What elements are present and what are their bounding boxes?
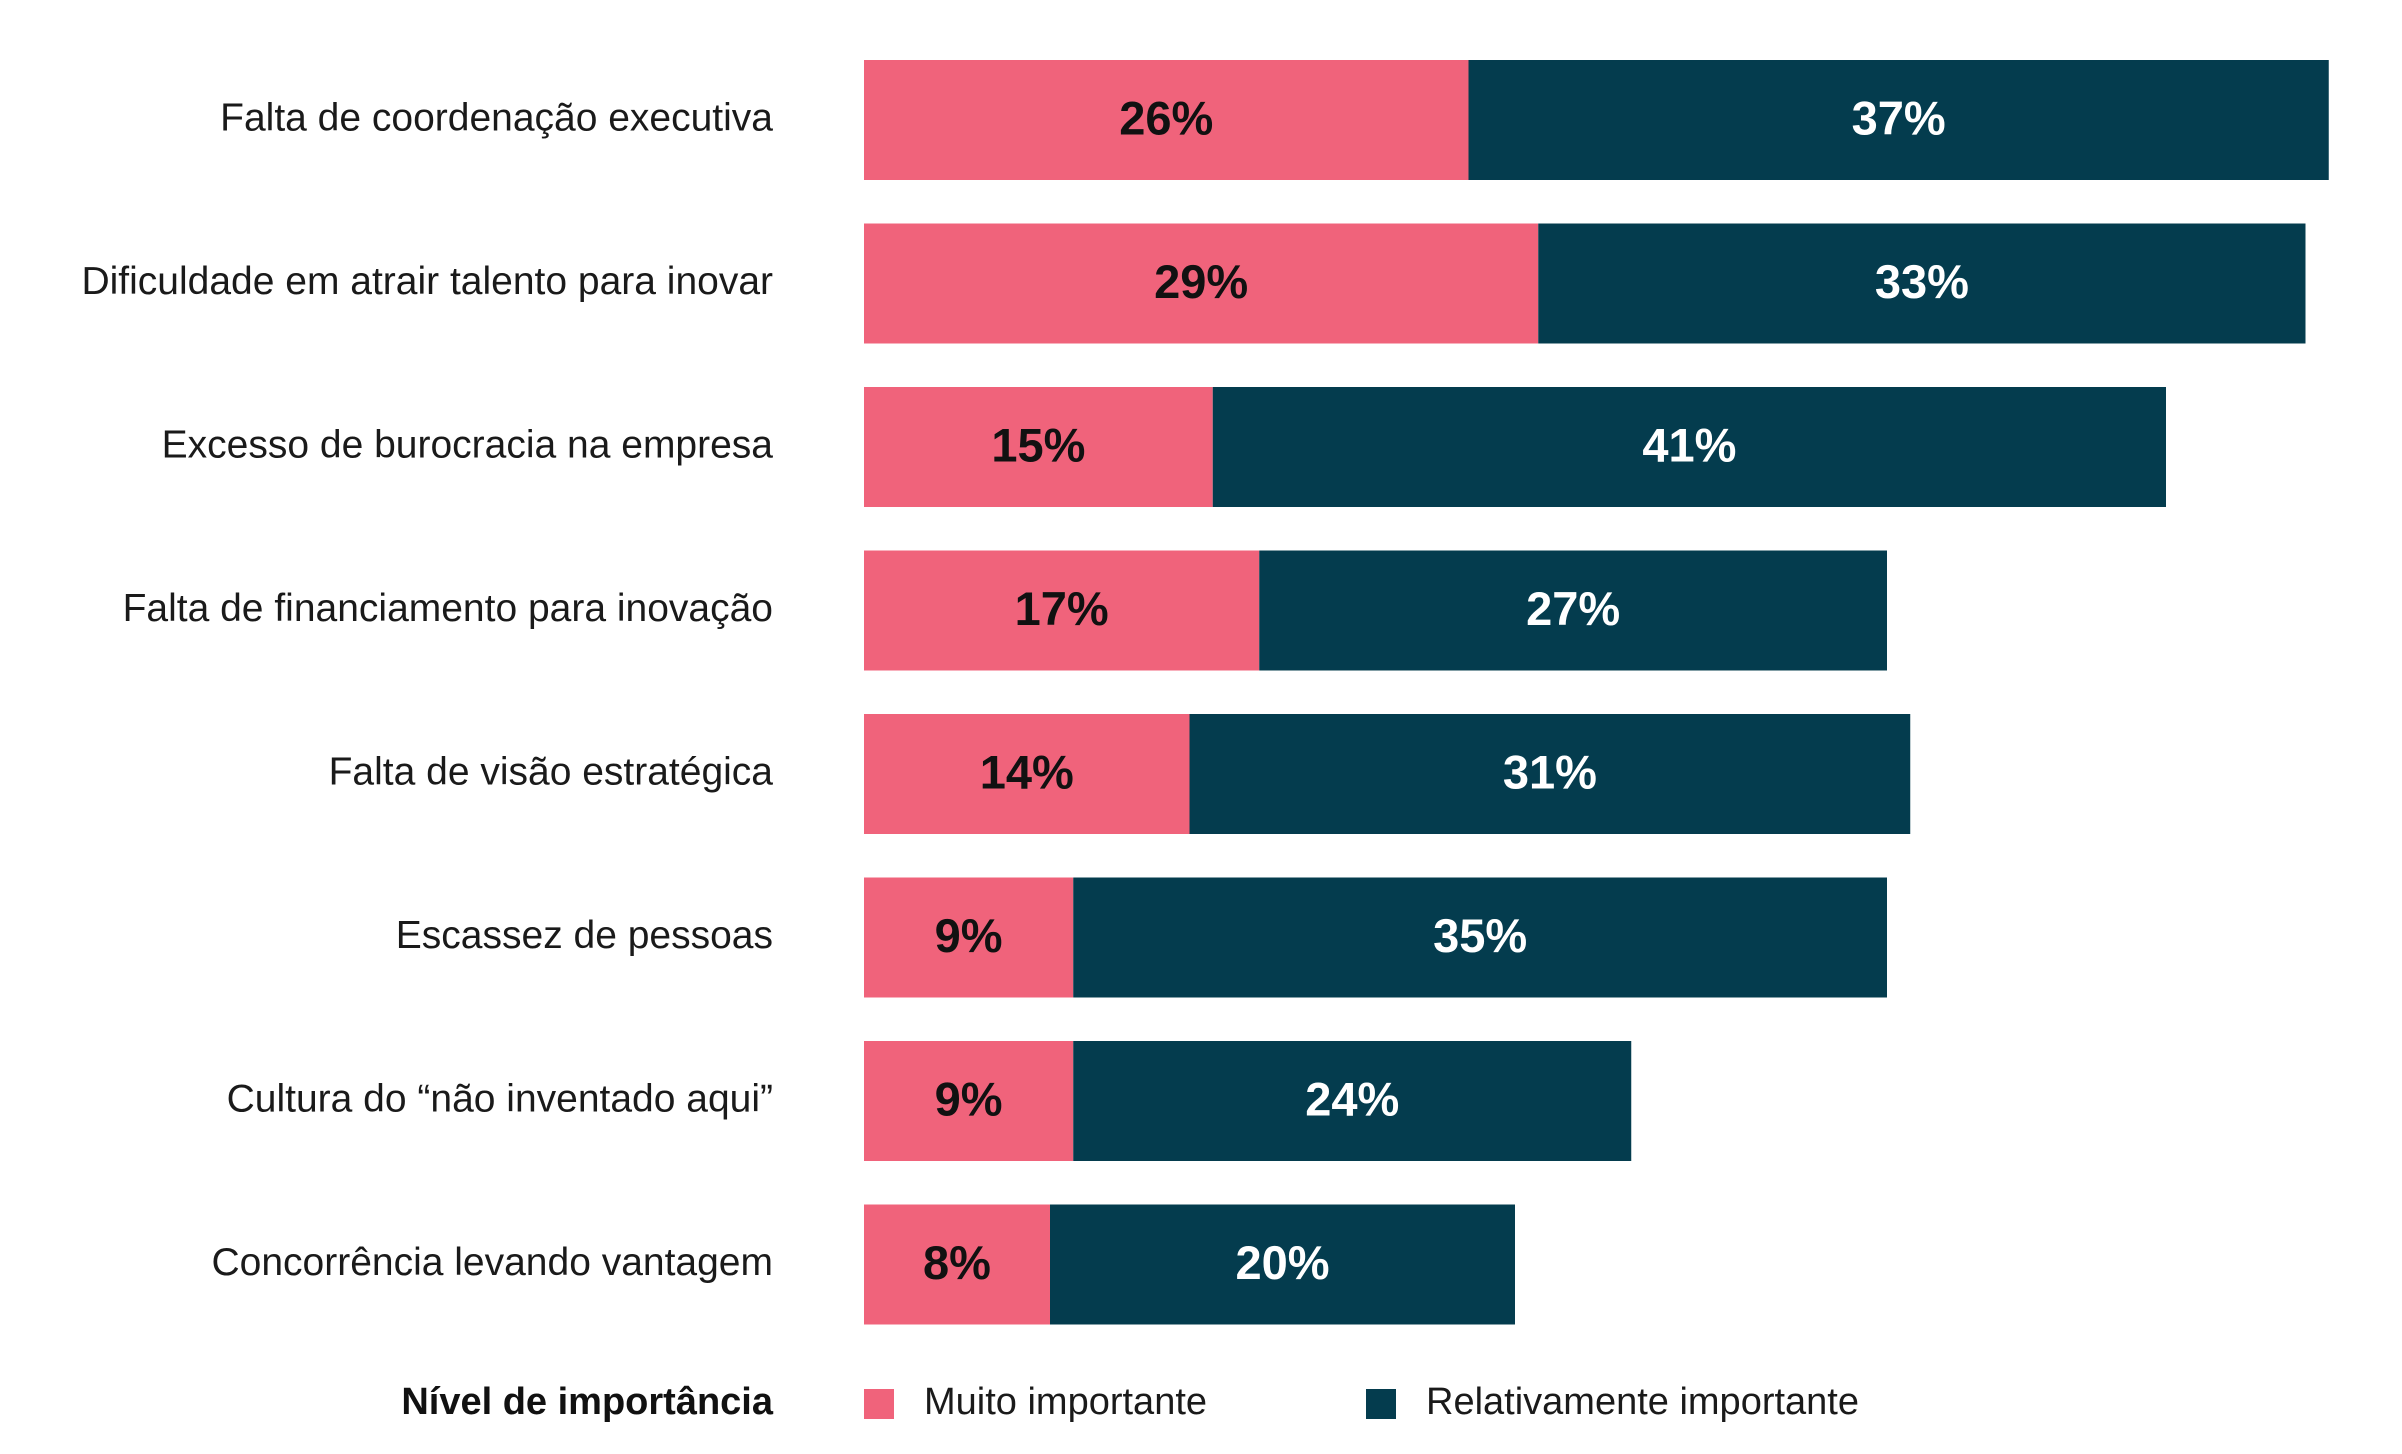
bar-segment-relativamente-importante bbox=[1050, 1204, 1515, 1325]
category-label: Falta de financiamento para inovação bbox=[123, 587, 773, 630]
legend: Nível de importância Muito importante Rel… bbox=[401, 1381, 1859, 1423]
legend-swatch bbox=[864, 1389, 894, 1419]
category-label: Cultura do “não inventado aqui” bbox=[227, 1077, 773, 1120]
data-label: 14% bbox=[980, 745, 1074, 798]
category-label: Falta de coordenação executiva bbox=[220, 96, 773, 139]
bar-segment-muito-importante bbox=[864, 223, 1539, 344]
data-label: 15% bbox=[991, 418, 1085, 471]
data-label: 9% bbox=[935, 909, 1003, 962]
legend-swatch bbox=[1366, 1389, 1396, 1419]
legend-label: Muito importante bbox=[924, 1381, 1207, 1423]
category-label: Falta de visão estratégica bbox=[329, 750, 774, 793]
data-label: 8% bbox=[923, 1236, 991, 1289]
bar-segment-muito-importante bbox=[864, 550, 1260, 671]
bar-segment-relativamente-importante bbox=[1468, 60, 2329, 180]
data-label: 41% bbox=[1642, 418, 1736, 471]
data-label: 17% bbox=[1015, 582, 1109, 635]
bar-segment-relativamente-importante bbox=[1212, 387, 2166, 507]
data-label: 27% bbox=[1526, 582, 1620, 635]
legend-title: Nível de importância bbox=[401, 1381, 774, 1423]
data-label: 20% bbox=[1235, 1236, 1329, 1289]
bar-segment-relativamente-importante bbox=[1073, 877, 1887, 998]
data-label: 37% bbox=[1852, 91, 1946, 144]
bar-segment-muito-importante bbox=[864, 877, 1074, 998]
value-labels: 26% 37% 29% 33% 15% 41% 17% 27% 14% 31% 9% 35% 9% 24%… bbox=[923, 91, 1969, 1289]
data-label: 9% bbox=[935, 1072, 1003, 1125]
category-label: Dificuldade em atrair talento para inova… bbox=[81, 260, 773, 303]
legend-items: Muito importante Relativamente importante bbox=[864, 1381, 1859, 1423]
category-label: Escassez de pessoas bbox=[396, 914, 773, 957]
data-label: 24% bbox=[1305, 1072, 1399, 1125]
legend-label: Relativamente importante bbox=[1426, 1381, 1859, 1423]
category-labels: Falta de coordenação executiva Dificuldad… bbox=[81, 96, 773, 1284]
bar-segment-muito-importante bbox=[864, 387, 1213, 507]
bar-segment-muito-importante bbox=[864, 1204, 1050, 1325]
bar-segment-muito-importante bbox=[864, 60, 1469, 180]
data-label: 33% bbox=[1875, 255, 1969, 308]
bar-segment-muito-importante bbox=[864, 1041, 1074, 1161]
data-label: 31% bbox=[1503, 745, 1597, 798]
data-label: 26% bbox=[1119, 91, 1213, 144]
bar-segment-relativamente-importante bbox=[1259, 550, 1887, 671]
category-label: Concorrência levando vantagem bbox=[211, 1241, 773, 1284]
bar-segment-relativamente-importante bbox=[1073, 1041, 1632, 1161]
bar-segment-relativamente-importante bbox=[1538, 223, 2306, 344]
bars bbox=[864, 60, 2329, 1325]
data-label: 35% bbox=[1433, 909, 1527, 962]
category-label: Excesso de burocracia na empresa bbox=[162, 423, 774, 466]
bar-segment-muito-importante bbox=[864, 714, 1190, 834]
data-label: 29% bbox=[1154, 255, 1248, 308]
bar-segment-relativamente-importante bbox=[1189, 714, 1911, 834]
